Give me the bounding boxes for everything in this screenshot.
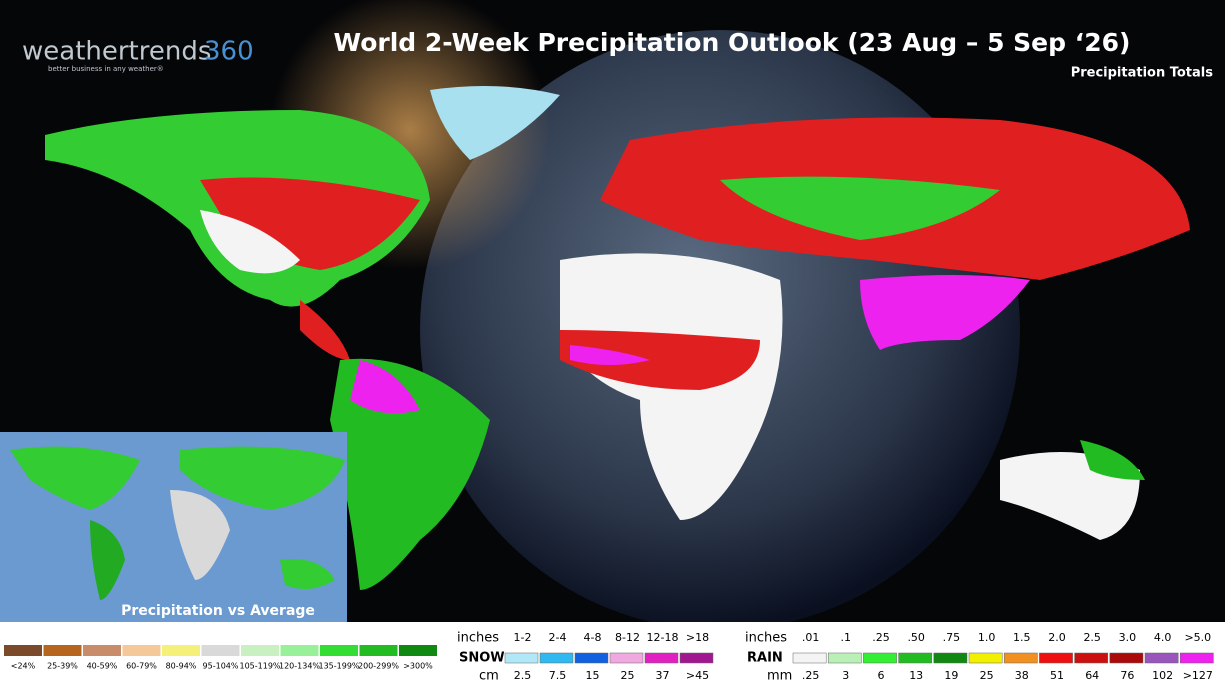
anomaly-label: 200-299% bbox=[358, 662, 399, 671]
legend-top-label: .75 bbox=[943, 631, 961, 644]
legend-swatch bbox=[1179, 652, 1214, 664]
legend-swatch bbox=[539, 652, 574, 664]
legend-top-label: .25 bbox=[872, 631, 890, 644]
legend-swatch bbox=[827, 652, 862, 664]
legend-swatch bbox=[1039, 652, 1073, 664]
anomaly-swatch bbox=[280, 645, 319, 656]
legend-top-label: 3.0 bbox=[1119, 631, 1137, 644]
anomaly-label: 40-59% bbox=[87, 662, 118, 671]
legend-bottom-label: 76 bbox=[1120, 669, 1134, 682]
legend-swatch bbox=[504, 652, 539, 664]
legend-top-label: 1.5 bbox=[1013, 631, 1031, 644]
legend-bottom-label: 25 bbox=[621, 669, 635, 682]
legend-bottom-label: 2.5 bbox=[514, 669, 532, 682]
legend-swatch bbox=[1074, 652, 1109, 664]
legend-top-label: 4.0 bbox=[1154, 631, 1172, 644]
inset-land bbox=[10, 446, 345, 600]
legend-swatch bbox=[792, 652, 827, 664]
anomaly-swatch bbox=[359, 645, 398, 656]
map-land bbox=[45, 86, 1190, 590]
title: World 2-Week Precipitation Outlook (23 A… bbox=[334, 28, 1131, 57]
legend: <24% 25-39% 40-59% 60-79% 80-94% 95-104% 105-1… bbox=[4, 631, 1214, 684]
anomaly-swatch bbox=[43, 645, 82, 656]
legend-swatch bbox=[863, 652, 897, 664]
anomaly-swatch bbox=[83, 645, 121, 656]
legend-swatch bbox=[574, 652, 609, 664]
legend-swatch bbox=[933, 652, 968, 664]
legend-bottom-label: >45 bbox=[686, 669, 709, 682]
anomaly-swatch bbox=[201, 645, 240, 656]
legend-top-label: >18 bbox=[686, 631, 709, 644]
anomaly-label: 105-119% bbox=[239, 662, 280, 671]
legend-kind: SNOW bbox=[459, 651, 505, 666]
legend-bottom-label: 3 bbox=[842, 669, 849, 682]
legend-top-label: >5.0 bbox=[1184, 631, 1211, 644]
legend-unit: inches bbox=[745, 631, 787, 646]
legend-top-label: 1.0 bbox=[978, 631, 996, 644]
anomaly-label: 80-94% bbox=[166, 662, 197, 671]
legend-bottom-label: 15 bbox=[586, 669, 600, 682]
legend-bottom-label: 25 bbox=[980, 669, 994, 682]
legend-bottom-label: 37 bbox=[656, 669, 670, 682]
legend-bottom-label: 102 bbox=[1152, 669, 1173, 682]
legend-kind: RAIN bbox=[747, 651, 783, 666]
anomaly-label: 135-199% bbox=[318, 662, 359, 671]
legend-swatch bbox=[968, 652, 1003, 664]
legend-unit: inches bbox=[457, 631, 499, 646]
legend-top-label: .50 bbox=[907, 631, 925, 644]
anomaly-swatch bbox=[399, 645, 437, 656]
legend-swatch bbox=[898, 652, 933, 664]
legend-unit: cm bbox=[479, 669, 499, 684]
anomaly-label: 120-134% bbox=[279, 662, 320, 671]
legend-bottom-label: 19 bbox=[944, 669, 958, 682]
anomaly-swatch bbox=[4, 645, 42, 656]
legend-bottom-label: 64 bbox=[1085, 669, 1099, 682]
logo-number: 360 bbox=[204, 37, 254, 67]
legend-bottom-label: 7.5 bbox=[549, 669, 567, 682]
anomaly-label: <24% bbox=[11, 662, 36, 671]
legend-top-label: 4-8 bbox=[584, 631, 602, 644]
anomaly-swatch bbox=[320, 645, 358, 656]
legend-top-label: 12-18 bbox=[647, 631, 679, 644]
legend-top-label: .1 bbox=[841, 631, 852, 644]
legend-bottom-label: 6 bbox=[878, 669, 885, 682]
legend-top-label: 8-12 bbox=[615, 631, 640, 644]
anomaly-label: 25-39% bbox=[47, 662, 78, 671]
legend-unit: mm bbox=[767, 669, 792, 684]
legend-bottom-label: .25 bbox=[802, 669, 820, 682]
anomaly-label: 95-104% bbox=[203, 662, 239, 671]
legend-top-label: .01 bbox=[802, 631, 820, 644]
legend-bottom-label: 38 bbox=[1015, 669, 1029, 682]
anomaly-swatch bbox=[122, 645, 161, 656]
legend-swatch bbox=[679, 652, 714, 664]
legend-swatch bbox=[1144, 652, 1179, 664]
subtitle: Precipitation Totals bbox=[1071, 66, 1214, 81]
legend-swatch bbox=[1109, 652, 1144, 664]
anomaly-label: >300% bbox=[403, 662, 433, 671]
legend-swatch bbox=[644, 652, 679, 664]
anomaly-swatch bbox=[241, 645, 279, 656]
legend-bottom-label: 51 bbox=[1050, 669, 1064, 682]
legend-top-label: 2-4 bbox=[549, 631, 567, 644]
legend-swatch bbox=[1003, 652, 1038, 664]
inset-label: Precipitation vs Average bbox=[121, 603, 315, 619]
legend-top-label: 2.0 bbox=[1048, 631, 1066, 644]
legend-swatch bbox=[609, 652, 644, 664]
legend-bottom-label: 13 bbox=[909, 669, 923, 682]
anomaly-label: 60-79% bbox=[126, 662, 157, 671]
legend-bottom-label: >127 bbox=[1183, 669, 1213, 682]
legend-top-label: 1-2 bbox=[514, 631, 532, 644]
legend-top-label: 2.5 bbox=[1083, 631, 1101, 644]
anomaly-swatch bbox=[162, 645, 200, 656]
logo-tagline: better business in any weather® bbox=[48, 65, 164, 73]
logo-brand: weathertrends bbox=[22, 37, 211, 67]
